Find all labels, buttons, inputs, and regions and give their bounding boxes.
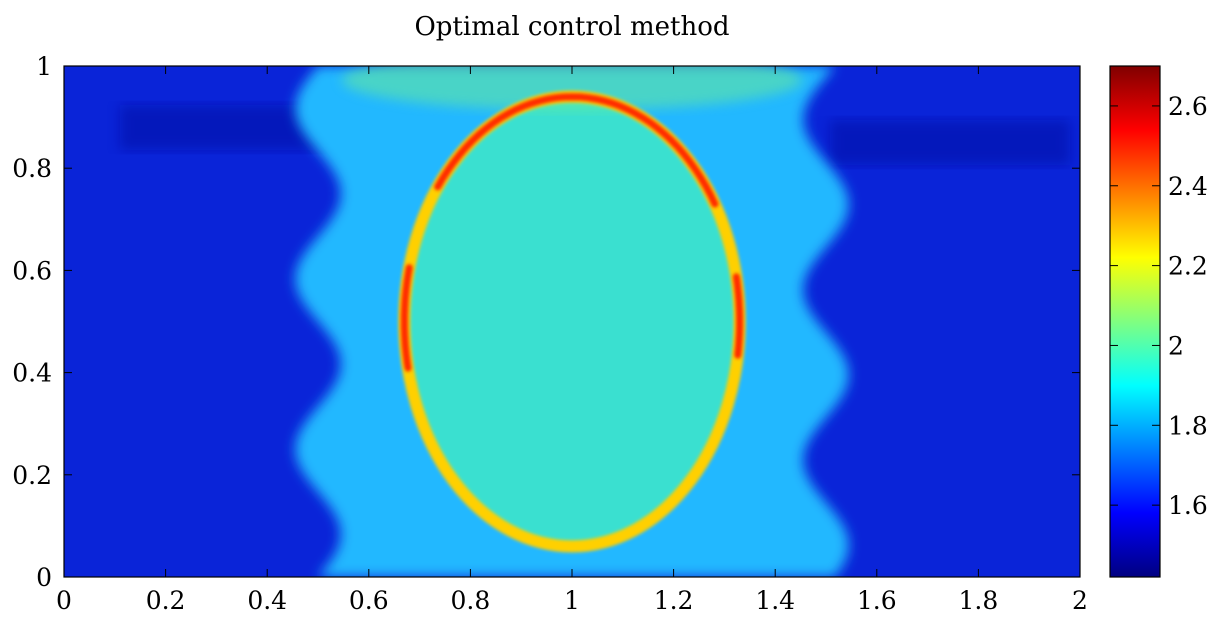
colorbar-tick-label: 2.6 [1168, 92, 1208, 121]
heatmap-dark-patch-right [830, 120, 1070, 165]
y-tick-label: 0.6 [12, 256, 52, 285]
x-tick-label: 0 [56, 586, 72, 615]
x-tick-label: 1.6 [857, 586, 897, 615]
chart-title: Optimal control method [414, 12, 729, 42]
x-tick-label: 1.2 [654, 586, 694, 615]
x-tick-label: 2 [1072, 586, 1088, 615]
y-tick-label: 0.4 [12, 359, 52, 388]
x-tick-label: 0.2 [146, 586, 186, 615]
colorbar-tick-label: 1.6 [1168, 491, 1208, 520]
colorbar [1110, 66, 1160, 577]
x-tick-label: 1.8 [959, 586, 999, 615]
colorbar-tick-label: 2.2 [1168, 252, 1208, 281]
y-tick-label: 0 [36, 563, 52, 592]
y-tick-label: 0.8 [12, 154, 52, 183]
colorbar-tick-label: 2.4 [1168, 172, 1208, 201]
x-tick-label: 1.4 [755, 586, 795, 615]
x-tick-label: 1 [564, 586, 580, 615]
colorbar-tick-label: 2 [1168, 331, 1184, 360]
x-tick-label: 0.6 [349, 586, 389, 615]
x-tick-label: 0.8 [451, 586, 491, 615]
colorbar-tick-label: 1.8 [1168, 411, 1208, 440]
y-tick-label: 1 [36, 52, 52, 81]
y-tick-label: 0.2 [12, 461, 52, 490]
x-tick-label: 0.4 [247, 586, 287, 615]
heatmap-plot-area [64, 50, 1080, 577]
